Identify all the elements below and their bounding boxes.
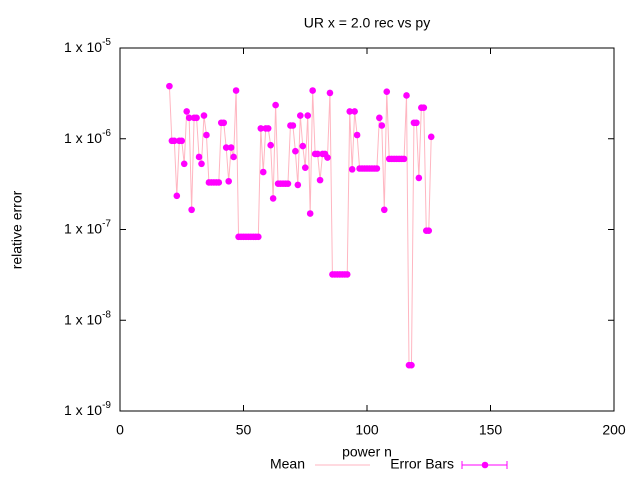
legend-label: Mean	[270, 456, 305, 472]
y-tick-label-base: 1 x 10	[64, 220, 102, 236]
y-axis-label: relative error	[9, 190, 25, 269]
data-point	[220, 119, 228, 127]
data-point	[301, 164, 309, 171]
data-point	[255, 233, 262, 241]
y-tick-label-base: 1 x 10	[64, 311, 102, 327]
data-point	[343, 271, 351, 278]
x-tick-label: 150	[479, 422, 503, 438]
data-point	[200, 112, 208, 119]
data-point	[292, 147, 299, 155]
data-point	[203, 131, 210, 139]
data-point	[353, 131, 361, 139]
data-point	[289, 122, 297, 129]
data-point	[326, 89, 334, 97]
data-point	[425, 227, 433, 235]
data-point	[185, 114, 193, 122]
data-point	[225, 177, 232, 185]
y-tick-label-exponent: -7	[102, 218, 111, 229]
data-point	[420, 104, 428, 111]
data-point	[230, 153, 237, 161]
data-point	[284, 180, 292, 187]
data-point	[306, 210, 314, 217]
data-point	[178, 137, 186, 145]
data-point	[195, 153, 203, 161]
data-point	[294, 181, 302, 189]
plot-frame	[119, 47, 615, 412]
y-tick-label: 1 x 10-7	[64, 218, 111, 236]
x-tick-label: 200	[602, 422, 626, 438]
data-point	[380, 206, 388, 214]
data-point	[272, 101, 279, 109]
data-point	[222, 144, 230, 151]
data-point	[232, 87, 240, 94]
data-point	[257, 125, 265, 132]
data-point	[297, 112, 304, 119]
data-point	[346, 108, 354, 115]
data-point	[309, 87, 316, 94]
data-point	[166, 82, 173, 90]
data-point	[314, 150, 321, 158]
y-tick-label-exponent: -8	[102, 309, 111, 320]
data-point	[193, 114, 200, 122]
y-tick-label-base: 1 x 10	[64, 402, 102, 418]
x-tick-label: 50	[236, 422, 252, 438]
data-point	[351, 108, 358, 115]
x-tick-label: 0	[116, 422, 124, 438]
data-point	[264, 125, 272, 132]
y-tick-label: 1 x 10-9	[64, 400, 111, 418]
data-point	[400, 155, 408, 163]
data-point	[408, 361, 415, 369]
x-tick-label: 100	[355, 422, 379, 438]
x-axis-label: power n	[342, 444, 392, 460]
data-point	[173, 192, 181, 200]
legend-swatch	[481, 461, 489, 469]
y-tick-label: 1 x 10-5	[64, 37, 111, 55]
y-tick-label: 1 x 10-8	[64, 309, 111, 327]
data-point	[171, 137, 178, 145]
data-point	[304, 112, 312, 119]
data-point	[267, 141, 274, 149]
data-point	[215, 179, 223, 186]
data-point	[378, 122, 386, 129]
chart-title: UR x = 2.0 rec vs py	[304, 15, 430, 31]
data-point	[373, 165, 381, 172]
data-point	[383, 88, 391, 95]
data-point	[316, 176, 324, 184]
data-point	[198, 160, 205, 168]
mean-line	[168, 86, 432, 366]
data-point	[415, 174, 423, 182]
data-point	[183, 108, 190, 115]
data-point	[376, 114, 383, 122]
data-point	[180, 160, 188, 168]
data-point	[269, 195, 277, 202]
data-point	[348, 166, 356, 173]
y-tick-label-base: 1 x 10	[64, 39, 102, 55]
data-point	[259, 168, 267, 176]
y-tick-label-exponent: -6	[102, 127, 111, 138]
y-tick-label: 1 x 10-6	[64, 127, 111, 145]
legend-label: Error Bars	[390, 456, 454, 472]
data-point	[299, 142, 307, 150]
y-tick-label-exponent: -9	[102, 400, 111, 411]
data-point	[188, 206, 195, 214]
y-tick-label-exponent: -5	[102, 37, 111, 48]
data-point	[413, 119, 420, 127]
data-point	[403, 92, 410, 99]
data-point	[227, 144, 235, 151]
data-point	[324, 154, 331, 161]
data-point	[427, 133, 435, 141]
y-tick-label-base: 1 x 10	[64, 129, 102, 145]
